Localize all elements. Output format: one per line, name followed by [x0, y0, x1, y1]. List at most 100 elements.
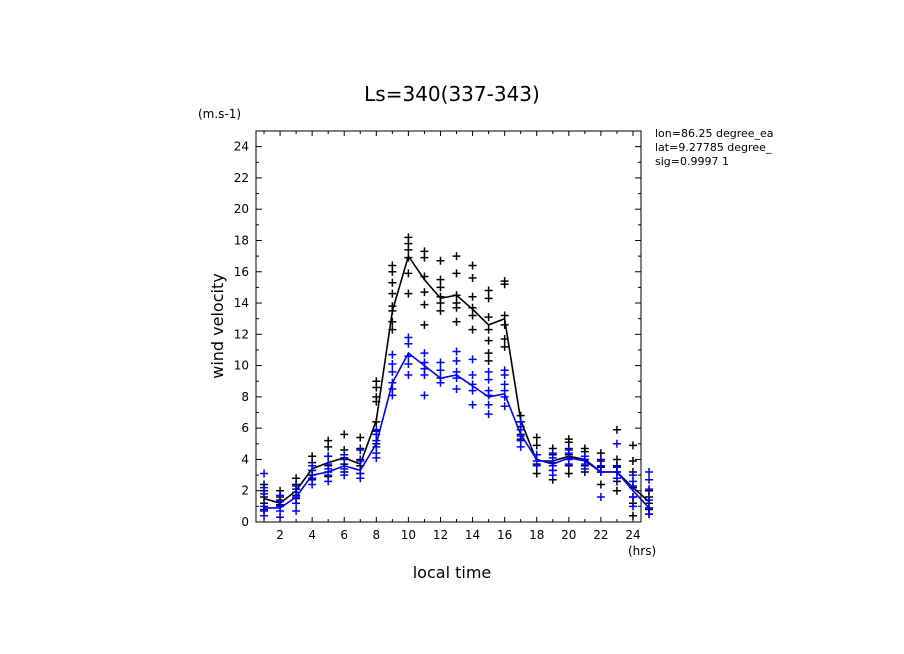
info-line-lon: lon=86.25 degree_ea [655, 127, 774, 140]
sample-point [484, 410, 493, 419]
sample-point [420, 370, 429, 379]
sample-point [484, 325, 493, 334]
sample-point [468, 355, 477, 364]
sample-point [436, 283, 445, 292]
sample-point [324, 442, 333, 451]
sample-point [388, 317, 397, 326]
sample-point [628, 457, 637, 466]
y-tick-label: 0 [241, 515, 249, 529]
x-tick-label: 16 [497, 528, 512, 542]
sample-point [612, 486, 621, 495]
sample-point [532, 441, 541, 450]
mean-line-1 [264, 351, 650, 509]
sample-point [436, 256, 445, 265]
sample-point [612, 439, 621, 448]
sample-point [276, 513, 285, 522]
sample-point [388, 289, 397, 298]
series-1 [260, 333, 654, 522]
sample-point [484, 356, 493, 365]
sample-point [516, 442, 525, 451]
sample-point [292, 499, 301, 508]
sample-point [420, 391, 429, 400]
sample-point [628, 492, 637, 501]
sample-point [404, 370, 413, 379]
sample-point [452, 356, 461, 365]
sample-point [388, 350, 397, 359]
y-tick-label: 22 [234, 171, 249, 185]
sample-point [404, 289, 413, 298]
sample-point [628, 482, 637, 491]
sample-point [628, 502, 637, 511]
x-tick-label: 4 [308, 528, 316, 542]
sample-point [452, 317, 461, 326]
sample-point [548, 453, 557, 462]
sample-point [436, 299, 445, 308]
sample-point [500, 370, 509, 379]
sample-point [484, 336, 493, 345]
x-tick-label: 10 [401, 528, 416, 542]
plot-frame [255, 130, 642, 523]
y-tick-label: 20 [234, 202, 249, 216]
x-tick-label: 18 [529, 528, 544, 542]
sample-point [468, 274, 477, 283]
y-axis-label: wind velocity [208, 273, 227, 378]
sample-point [452, 303, 461, 312]
sample-point [260, 469, 269, 478]
sample-point [484, 367, 493, 376]
sample-point [500, 280, 509, 289]
sample-point [468, 325, 477, 334]
sample-point [532, 469, 541, 478]
sample-point [596, 480, 605, 489]
sample-point [340, 471, 349, 480]
sample-point [308, 480, 317, 489]
x-tick-label: 14 [465, 528, 480, 542]
y-tick-label: 14 [234, 296, 249, 310]
sample-point [596, 492, 605, 501]
sample-point [645, 510, 654, 519]
series-layer [260, 233, 654, 522]
info-line-lat: lat=9.27785 degree_ [655, 141, 772, 154]
sample-point [500, 342, 509, 351]
sample-point [420, 349, 429, 358]
sample-point [484, 313, 493, 322]
sample-point [404, 245, 413, 254]
sample-point [452, 269, 461, 278]
x-unit-label: (hrs) [628, 544, 656, 558]
sample-point [372, 383, 381, 392]
sample-point [356, 457, 365, 466]
y-tick-label: 4 [241, 452, 249, 466]
sample-point [388, 278, 397, 287]
sample-point [308, 466, 317, 475]
sample-point [484, 400, 493, 409]
y-tick-label: 10 [234, 359, 249, 373]
sample-point [324, 477, 333, 486]
x-tick-label: 8 [372, 528, 380, 542]
sample-point [452, 347, 461, 356]
sample-point [436, 306, 445, 315]
sample-point [612, 474, 621, 483]
x-tick-label: 12 [433, 528, 448, 542]
x-tick-label: 2 [276, 528, 284, 542]
sample-point [628, 511, 637, 520]
sample-point [260, 489, 269, 498]
sample-point [260, 511, 269, 520]
sample-point [356, 433, 365, 442]
x-tick-label: 22 [593, 528, 608, 542]
sample-point [372, 453, 381, 462]
sample-point [388, 360, 397, 369]
sample-point [436, 378, 445, 387]
sample-point [484, 375, 493, 384]
sample-point [420, 288, 429, 297]
sample-point [452, 385, 461, 394]
sample-point [388, 267, 397, 276]
sample-point [645, 467, 654, 476]
x-tick-label: 24 [625, 528, 640, 542]
sample-point [420, 253, 429, 262]
sample-point [388, 367, 397, 376]
sample-point [564, 469, 573, 478]
sample-point [612, 425, 621, 434]
sample-point [468, 261, 477, 270]
sample-point [404, 339, 413, 348]
